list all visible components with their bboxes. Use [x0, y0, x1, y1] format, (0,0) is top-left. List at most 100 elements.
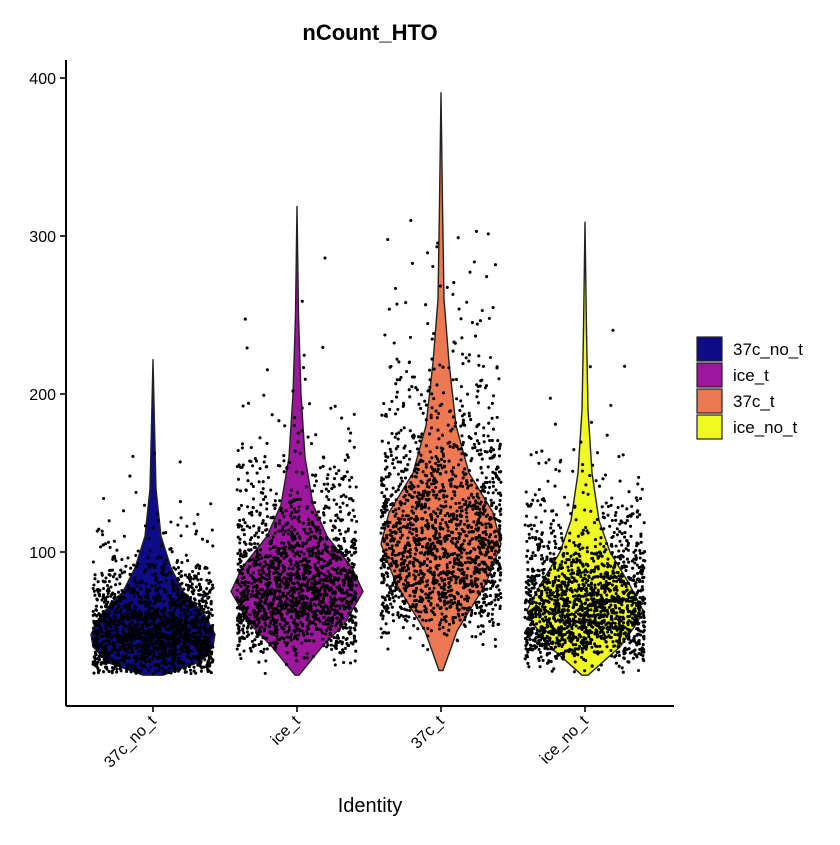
- data-point: [352, 541, 356, 545]
- data-point: [414, 467, 418, 471]
- data-point: [306, 532, 310, 536]
- data-point: [258, 548, 263, 552]
- data-point: [415, 533, 419, 537]
- data-point: [410, 385, 414, 389]
- data-point: [465, 511, 469, 515]
- data-point: [354, 623, 358, 627]
- data-point: [186, 609, 190, 613]
- data-point: [197, 593, 201, 597]
- data-point: [184, 593, 188, 597]
- data-point: [246, 571, 250, 575]
- data-point: [434, 409, 438, 413]
- data-point: [426, 626, 430, 631]
- data-point: [194, 532, 198, 536]
- data-point: [116, 662, 120, 666]
- data-point: [192, 522, 196, 526]
- data-point: [94, 635, 98, 639]
- data-point: [256, 612, 260, 616]
- data-point: [286, 630, 290, 634]
- data-point: [295, 541, 300, 545]
- data-point: [118, 647, 123, 652]
- data-point: [99, 661, 103, 665]
- data-point: [131, 454, 135, 458]
- data-point: [434, 511, 438, 516]
- data-point: [263, 455, 267, 459]
- data-point: [470, 478, 474, 483]
- data-point: [497, 563, 501, 567]
- data-point: [243, 317, 247, 321]
- data-point: [429, 544, 433, 548]
- data-point: [451, 415, 455, 419]
- data-point: [276, 547, 280, 551]
- data-point: [314, 473, 318, 477]
- data-point: [447, 622, 452, 626]
- data-point: [349, 571, 354, 575]
- data-point: [310, 520, 314, 524]
- data-point: [480, 538, 484, 542]
- data-point: [258, 553, 262, 557]
- data-point: [123, 570, 127, 574]
- data-point: [257, 526, 261, 530]
- data-point: [282, 566, 286, 570]
- data-point: [95, 588, 99, 592]
- data-point: [273, 630, 277, 634]
- data-point: [417, 402, 421, 406]
- data-point: [453, 557, 457, 561]
- data-point: [241, 518, 246, 522]
- data-point: [454, 536, 458, 541]
- data-point: [402, 517, 407, 522]
- data-point: [414, 586, 419, 590]
- data-point: [432, 397, 436, 401]
- data-point: [206, 669, 210, 673]
- data-point: [148, 549, 152, 553]
- data-point: [391, 613, 395, 617]
- data-point: [463, 597, 467, 601]
- data-point: [493, 644, 498, 648]
- data-point: [253, 615, 257, 619]
- data-point: [460, 563, 464, 567]
- data-point: [158, 638, 162, 642]
- data-point: [445, 285, 449, 289]
- data-point: [297, 515, 301, 519]
- data-point: [269, 554, 273, 558]
- data-point: [383, 598, 387, 602]
- data-point: [211, 583, 215, 587]
- data-point: [420, 531, 424, 535]
- data-point: [236, 619, 240, 623]
- data-point: [103, 623, 107, 627]
- data-point: [338, 505, 342, 509]
- data-point: [238, 489, 243, 493]
- data-point: [326, 545, 330, 549]
- data-point: [238, 620, 242, 624]
- data-point: [274, 492, 278, 496]
- data-point: [420, 432, 424, 436]
- data-point: [300, 429, 304, 433]
- data-point: [205, 610, 209, 615]
- data-point: [268, 641, 272, 645]
- data-point: [241, 404, 245, 408]
- data-point: [332, 636, 336, 640]
- data-point: [333, 596, 337, 600]
- data-point: [337, 469, 341, 473]
- data-point: [449, 593, 453, 597]
- data-point: [391, 596, 395, 600]
- data-point: [273, 625, 277, 629]
- data-point: [428, 378, 432, 382]
- data-point: [123, 615, 127, 619]
- data-point: [100, 650, 104, 654]
- data-point: [314, 526, 318, 530]
- data-point: [325, 618, 329, 622]
- data-point: [397, 507, 401, 511]
- data-point: [325, 579, 329, 583]
- data-point: [169, 597, 173, 601]
- data-point: [351, 499, 355, 503]
- data-point: [494, 593, 498, 597]
- data-point: [252, 524, 256, 528]
- data-point: [488, 438, 492, 443]
- data-point: [483, 481, 487, 485]
- data-point: [330, 579, 334, 583]
- data-point: [299, 586, 303, 590]
- data-point: [139, 645, 143, 649]
- data-point: [420, 600, 424, 604]
- data-point: [161, 658, 165, 662]
